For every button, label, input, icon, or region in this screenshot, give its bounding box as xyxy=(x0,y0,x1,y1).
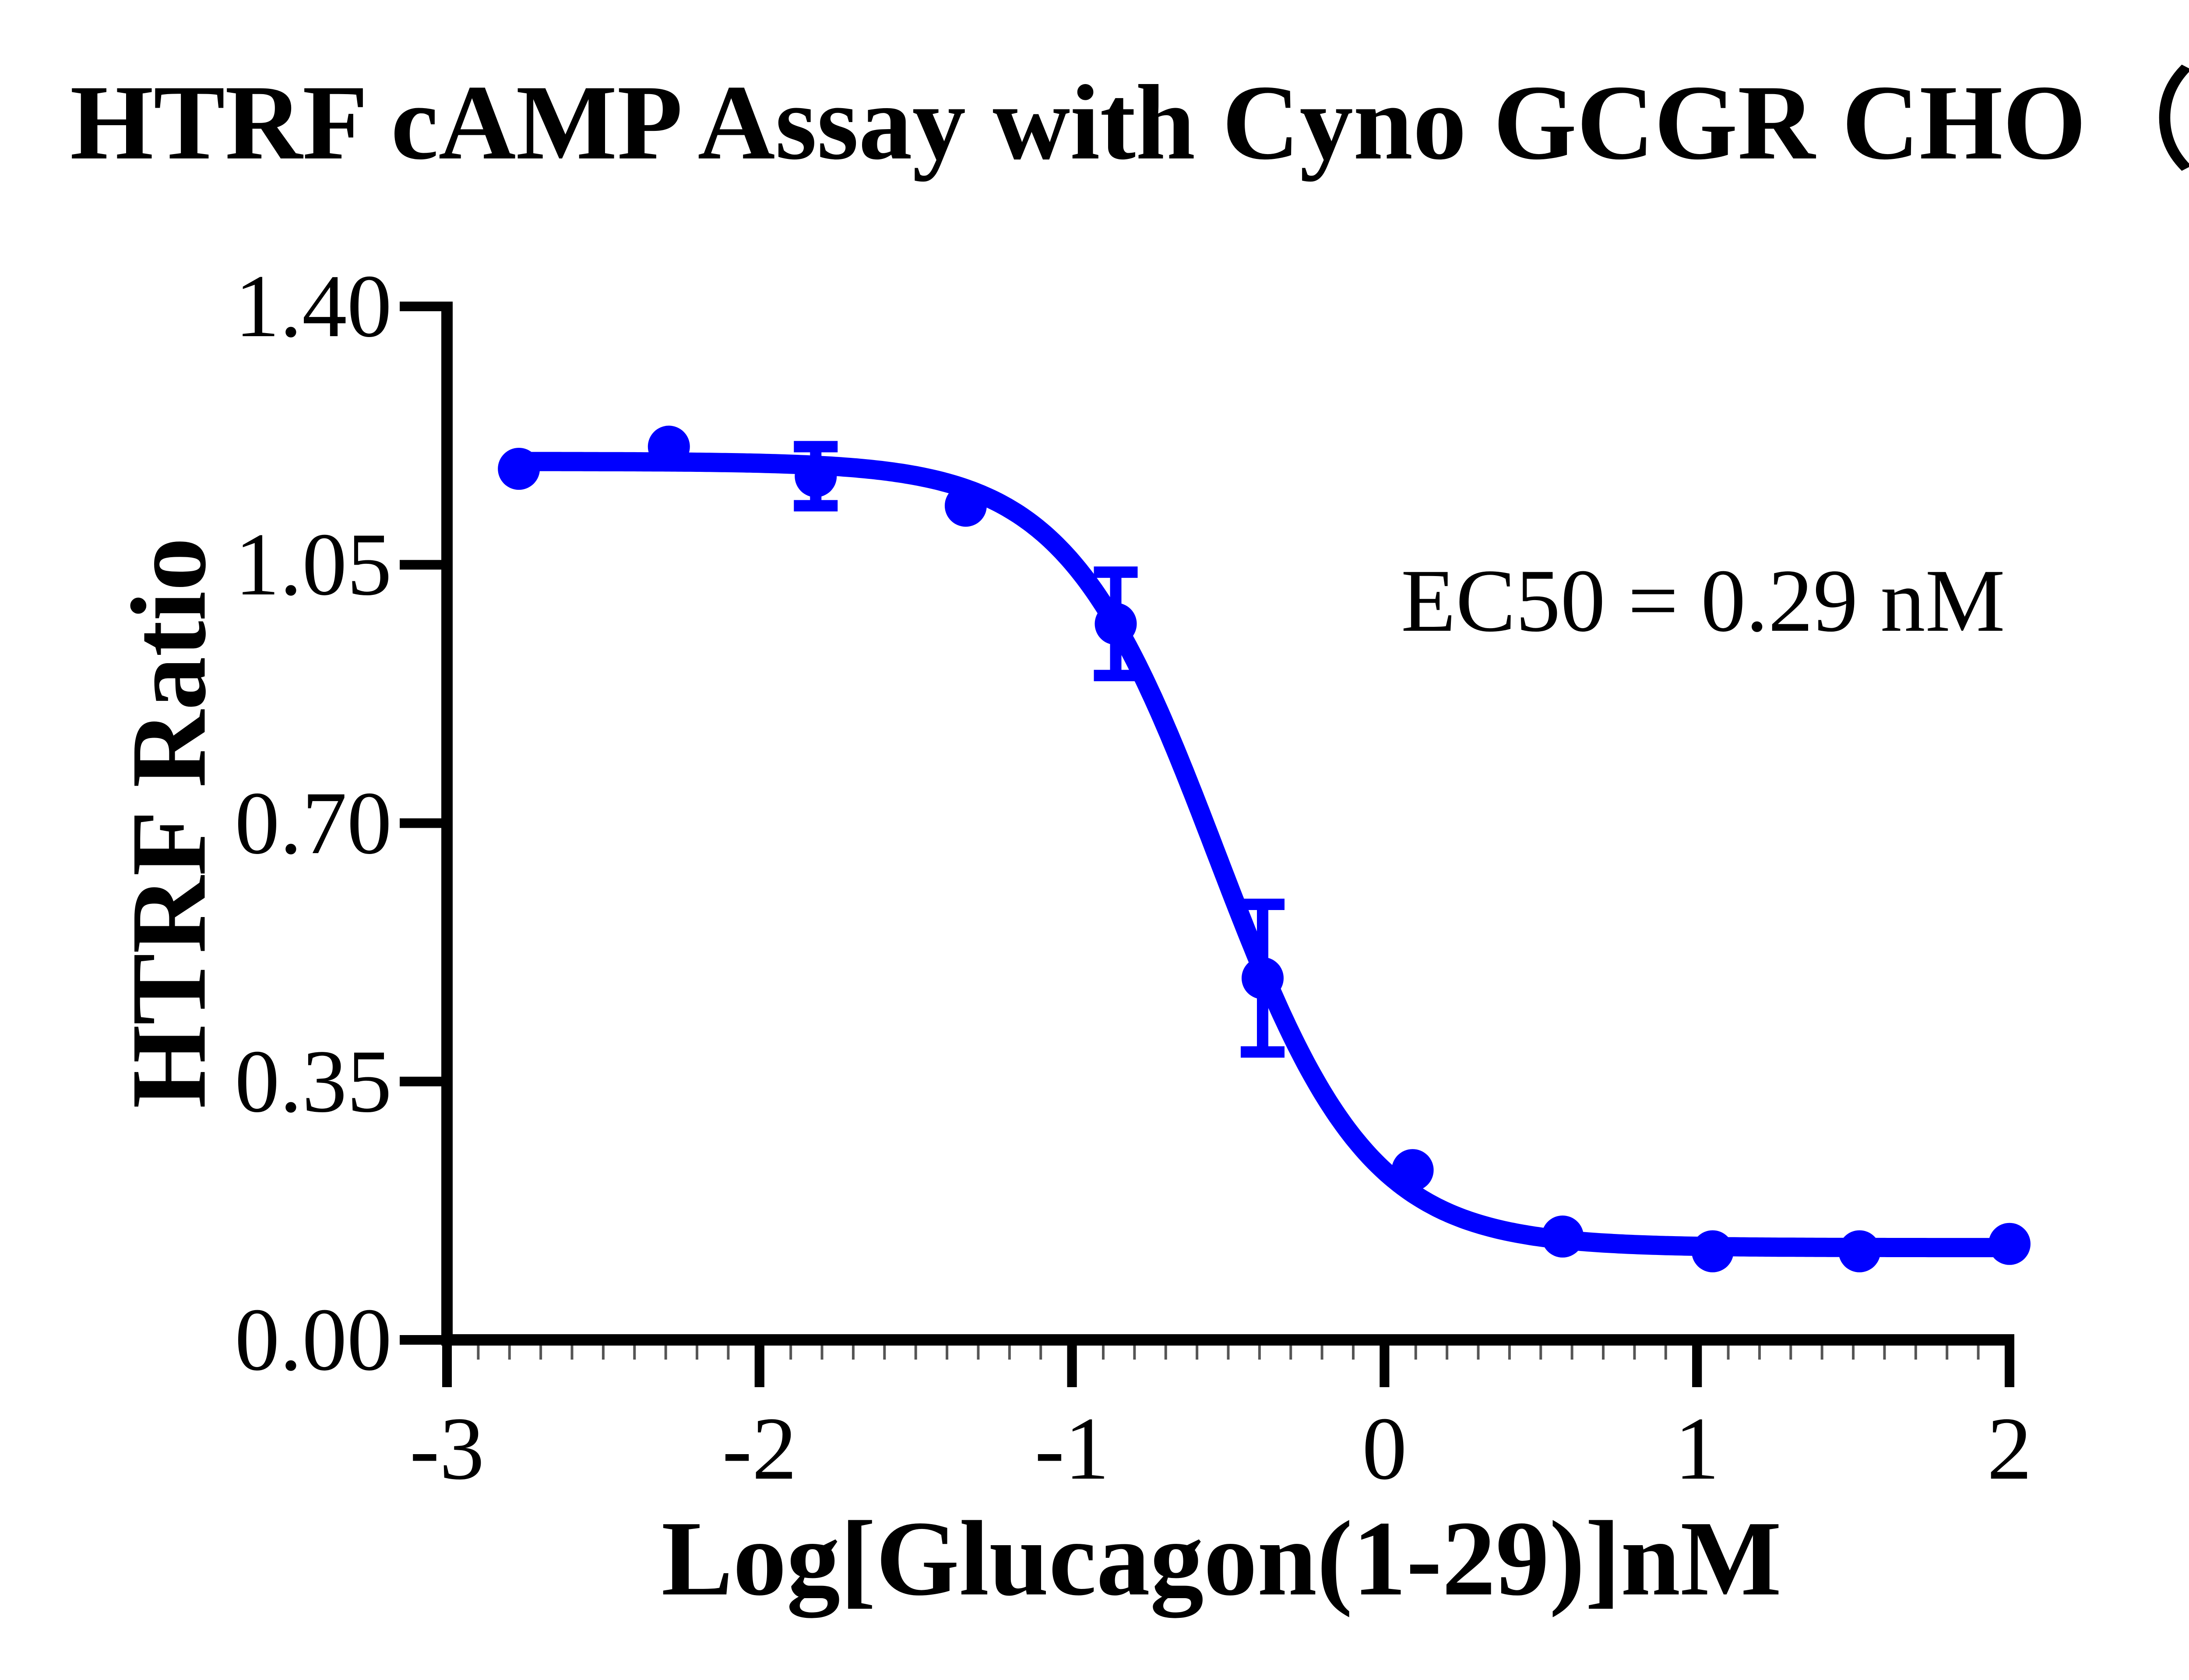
x-axis-title: Log[Glucagon(1-29)]nM xyxy=(661,1499,1782,1618)
data-point xyxy=(1242,957,1284,999)
data-point xyxy=(944,485,987,527)
data-point xyxy=(648,425,690,468)
data-point xyxy=(1541,1215,1584,1258)
x-tick-label: 2 xyxy=(1987,1399,2032,1498)
y-tick-label: 0.35 xyxy=(235,1031,392,1131)
x-tick-label: -1 xyxy=(1035,1399,1109,1498)
y-tick-label: 0.70 xyxy=(235,773,392,873)
x-tick-label: -3 xyxy=(409,1399,485,1498)
x-tick-label: -2 xyxy=(722,1399,797,1498)
data-point xyxy=(795,455,837,497)
data-point xyxy=(1094,603,1137,645)
data-point xyxy=(1691,1230,1734,1272)
y-tick-label: 1.40 xyxy=(235,257,392,356)
ec50-annotation: EC50 = 0.29 nM xyxy=(1401,551,2005,650)
y-tick-label: 1.05 xyxy=(235,515,392,615)
data-point xyxy=(498,448,540,490)
y-tick-label: 0.00 xyxy=(235,1290,392,1389)
data-point xyxy=(1391,1149,1434,1191)
x-tick-label: 1 xyxy=(1674,1399,1720,1498)
data-point xyxy=(1988,1223,2031,1265)
data-point xyxy=(1838,1230,1881,1272)
x-tick-label: 0 xyxy=(1362,1399,1407,1498)
chart-title: HTRF cAMP Assay with Cyno GCGR CHO（C10） xyxy=(70,63,2189,182)
